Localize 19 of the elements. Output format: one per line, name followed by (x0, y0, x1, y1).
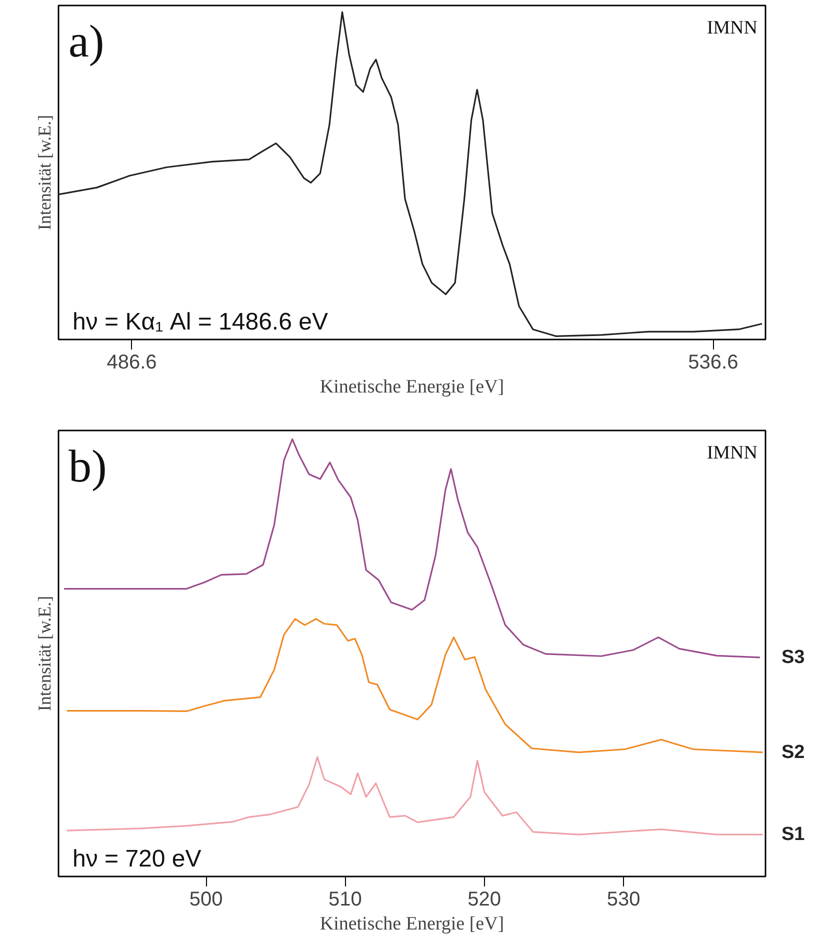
x-axis-title: Kinetische Energie [eV] (320, 376, 504, 398)
annotation: hν = Kα₁ Al = 1486.6 eV (72, 308, 328, 336)
series-label: S2 (782, 742, 805, 763)
y-axis-title: Intensität [w.E.] (34, 596, 54, 712)
x-tick-label: 536.6 (688, 352, 738, 374)
annotation: IMNN (706, 18, 758, 38)
annotation: b) (68, 440, 107, 492)
annotation: hν = 720 eV (72, 846, 202, 872)
series-label: S3 (782, 646, 805, 668)
x-tick-label: 530 (606, 888, 640, 910)
x-tick-label: 486.6 (106, 352, 157, 374)
annotation: IMNN (706, 442, 758, 464)
x-axis-title: Kinetische Energie [eV] (320, 914, 504, 934)
x-tick-label: 500 (189, 888, 223, 910)
series-label: S1 (782, 824, 806, 846)
x-tick-label: 510 (328, 888, 362, 910)
y-axis-title: Intensität [w.E.] (34, 114, 54, 230)
x-tick-label: 520 (468, 888, 502, 910)
annotation: a) (68, 16, 104, 66)
